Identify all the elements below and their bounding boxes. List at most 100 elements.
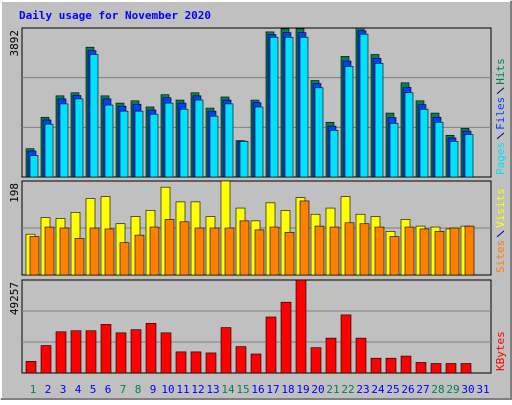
legend-separator — [496, 87, 505, 95]
bar — [70, 330, 82, 374]
x-tick-label: 26 — [401, 383, 414, 396]
bar — [164, 219, 175, 276]
x-tick-label: 11 — [176, 383, 189, 396]
x-tick-label: 29 — [446, 383, 459, 396]
legend-label: KBytes — [494, 331, 507, 371]
x-tick-label: 25 — [386, 383, 399, 396]
x-tick-label: 21 — [326, 383, 339, 396]
bar — [434, 231, 445, 276]
bar — [310, 347, 322, 374]
bar — [359, 33, 369, 178]
x-tick-label: 1 — [30, 383, 37, 396]
legend-label: Visits — [494, 188, 507, 228]
bar — [55, 331, 67, 374]
bar — [404, 92, 414, 178]
bar — [299, 36, 309, 178]
bar — [430, 363, 442, 374]
bar — [340, 314, 352, 374]
bar — [194, 99, 204, 178]
bar — [179, 221, 190, 276]
x-tick-label: 9 — [150, 383, 157, 396]
x-tick-label: 14 — [221, 383, 235, 396]
x-tick-label: 10 — [161, 383, 174, 396]
x-tick-label: 17 — [266, 383, 279, 396]
bar — [460, 363, 472, 374]
bar — [224, 103, 234, 178]
bar — [224, 227, 235, 276]
bar — [85, 330, 97, 374]
bar — [314, 87, 324, 178]
x-tick-label: 7 — [120, 383, 127, 396]
bar — [464, 225, 475, 276]
bar — [284, 231, 295, 276]
bar — [89, 227, 100, 276]
bar — [104, 228, 115, 276]
bar — [385, 357, 397, 374]
bar — [329, 226, 340, 276]
chart-title: Daily usage for November 2020 — [19, 9, 211, 22]
bar — [164, 102, 174, 178]
bar — [59, 103, 69, 178]
bar — [130, 329, 142, 374]
x-tick-label: 3 — [60, 383, 67, 396]
x-tick-label: 20 — [311, 383, 324, 396]
bar — [134, 234, 145, 276]
bar — [44, 123, 54, 178]
bar — [59, 227, 70, 276]
bar — [374, 62, 384, 178]
bar — [149, 113, 159, 178]
bar — [100, 324, 112, 374]
bar — [370, 357, 382, 374]
bar — [74, 238, 85, 276]
bar — [254, 106, 264, 178]
bar — [119, 110, 129, 178]
bar — [239, 220, 250, 276]
x-tick-label: 13 — [206, 383, 219, 396]
bar — [419, 228, 430, 276]
legend-label: Sites — [494, 240, 507, 273]
bar — [280, 301, 292, 374]
x-tick-label: 4 — [75, 383, 82, 396]
bar — [149, 226, 160, 276]
legend-separator — [496, 132, 505, 140]
bar — [284, 36, 294, 178]
bar — [25, 361, 37, 374]
bar — [400, 355, 412, 374]
bar — [325, 337, 337, 374]
legend-separator — [496, 230, 505, 238]
legend-label: Pages — [494, 142, 507, 175]
bar — [175, 351, 187, 374]
bar — [145, 323, 157, 374]
x-tick-label: 24 — [371, 383, 385, 396]
bar — [415, 362, 427, 374]
bar — [209, 115, 219, 178]
bar — [344, 222, 355, 276]
bar — [29, 236, 40, 276]
bar — [179, 108, 189, 178]
bar — [250, 353, 262, 374]
bar — [209, 227, 220, 276]
bar — [314, 225, 325, 276]
bar — [295, 279, 307, 374]
bar — [74, 98, 84, 178]
x-tick-label: 2 — [45, 383, 52, 396]
x-tick-label: 12 — [191, 383, 204, 396]
bar — [235, 346, 247, 374]
x-tick-label: 18 — [281, 383, 294, 396]
bar — [194, 227, 205, 276]
bar — [190, 351, 202, 374]
legend-label: Files — [494, 97, 507, 130]
x-tick-label: 15 — [236, 383, 249, 396]
bar — [44, 226, 55, 276]
x-tick-label: 22 — [341, 383, 354, 396]
bar — [329, 129, 339, 178]
bar — [434, 121, 444, 178]
bar — [389, 123, 399, 178]
bar — [269, 226, 280, 276]
bar — [464, 134, 474, 178]
bar — [269, 36, 279, 178]
